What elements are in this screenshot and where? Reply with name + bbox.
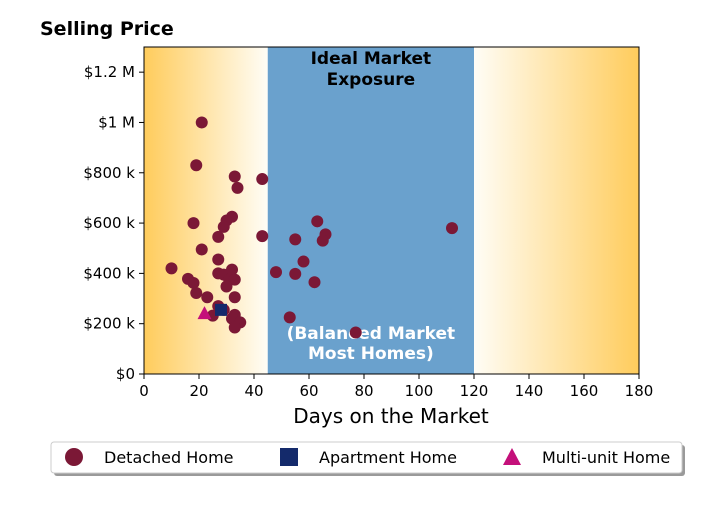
x-tick-label: 100 — [405, 382, 434, 400]
legend-box — [50, 441, 683, 474]
data-point-circle — [308, 276, 321, 289]
data-point-circle — [187, 276, 200, 289]
data-point-circle — [195, 243, 208, 256]
data-point-circle — [190, 159, 203, 172]
y-tick-label: $800 k — [83, 164, 135, 182]
data-point-circle — [297, 255, 310, 268]
x-tick-label: 160 — [570, 382, 599, 400]
data-point-circle — [195, 116, 208, 129]
data-point-circle — [283, 311, 296, 324]
y-tick-label: $1 M — [98, 113, 135, 131]
legend-marker-triangle — [503, 448, 521, 465]
plot-frame — [143, 46, 640, 375]
x-tick-label: 140 — [515, 382, 544, 400]
y-tick-label: $600 k — [83, 214, 135, 232]
plot-background — [144, 47, 639, 374]
data-point-circle — [212, 230, 225, 243]
data-point-circle — [316, 234, 329, 247]
scatter-points — [165, 116, 458, 339]
data-point-circle — [187, 217, 200, 230]
gradient-region-left — [144, 47, 268, 374]
y-tick-label: $400 k — [83, 264, 135, 282]
x-tick-label: 0 — [139, 382, 149, 400]
x-tick-label: 60 — [299, 382, 318, 400]
band-annotation-line: Exposure — [327, 70, 416, 90]
data-point-circle — [190, 287, 203, 300]
gradient-region-right — [474, 47, 639, 374]
data-point-circle — [311, 215, 324, 228]
chart-title: Selling Price — [40, 18, 174, 40]
data-point-circle — [446, 222, 458, 235]
x-axis: 0 20 40 60 80 100 120 140 160 180 — [139, 374, 653, 400]
x-tick-label: 80 — [354, 382, 373, 400]
data-point-circle — [220, 280, 233, 293]
band-annotation-line: (Balanced Market — [287, 324, 456, 344]
legend-label: Detached Home — [104, 448, 234, 467]
band-annotation-line: Ideal Market — [311, 49, 432, 69]
data-point-circle — [256, 173, 269, 186]
data-point-circle — [228, 273, 241, 286]
legend-marker-circle — [65, 448, 83, 466]
data-point-circle — [212, 253, 225, 266]
x-tick-label: 40 — [244, 382, 263, 400]
data-point-circle — [256, 230, 269, 243]
x-axis-label: Days on the Market — [293, 404, 489, 428]
data-point-circle — [289, 233, 302, 246]
y-tick-label: $0 — [116, 365, 135, 383]
x-tick-label: 20 — [189, 382, 208, 400]
legend-marker-square — [280, 448, 298, 466]
data-point-circle — [217, 220, 230, 233]
data-point-circle — [226, 263, 238, 276]
legend: Detached Home Apartment Home Multi-unit Ho… — [50, 441, 685, 476]
y-tick-label: $200 k — [83, 315, 135, 333]
data-point-circle — [201, 291, 214, 304]
ideal-exposure-band — [267, 47, 474, 374]
data-point-circle — [165, 262, 178, 275]
data-point-circle — [270, 266, 282, 279]
x-tick-label: 180 — [625, 382, 654, 400]
x-tick-label: 120 — [460, 382, 489, 400]
y-axis: $0 $200 k $400 k $600 k $800 k $1 M $1.2 M — [83, 63, 144, 383]
legend-label: Apartment Home — [319, 448, 457, 467]
legend-label: Multi-unit Home — [542, 448, 670, 467]
data-point-circle — [228, 170, 241, 183]
band-annotation-line: Most Homes) — [308, 344, 434, 364]
y-tick-label: $1.2 M — [84, 63, 135, 81]
data-point-circle — [228, 291, 241, 304]
data-point-circle — [228, 321, 241, 334]
data-point-circle — [231, 181, 244, 194]
data-point-circle — [289, 267, 302, 280]
data-point-triangle — [197, 306, 212, 320]
data-point-square — [215, 303, 227, 316]
data-point-circle — [349, 326, 362, 339]
